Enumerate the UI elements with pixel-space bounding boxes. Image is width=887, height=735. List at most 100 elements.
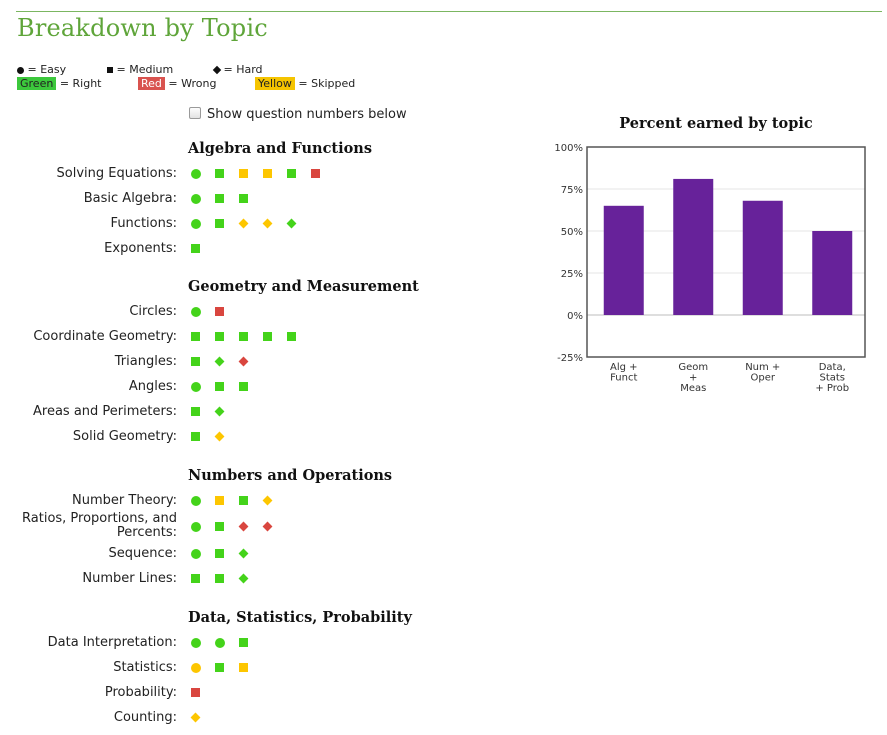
diamond-skipped-icon[interactable]: [214, 431, 226, 443]
diamond-skipped-icon[interactable]: [190, 712, 202, 724]
diamond-wrong-icon[interactable]: [238, 521, 250, 533]
square-right-icon[interactable]: [238, 331, 250, 343]
square-right-icon[interactable]: [190, 356, 202, 368]
square-skipped-icon[interactable]: [214, 495, 226, 507]
topic-label: Exponents:: [104, 241, 177, 256]
y-tick-label: 75%: [561, 185, 583, 196]
circle-right-icon[interactable]: [190, 381, 202, 393]
x-tick-label: Funct: [610, 373, 637, 384]
circle-right-icon[interactable]: [190, 218, 202, 230]
square-right-icon[interactable]: [286, 168, 298, 180]
square-right-icon[interactable]: [238, 495, 250, 507]
legend-skipped-label: = Skipped: [298, 77, 356, 90]
show-numbers-checkbox[interactable]: [189, 107, 201, 119]
circle-right-icon[interactable]: [190, 495, 202, 507]
diamond-right-icon[interactable]: [214, 406, 226, 418]
square-right-icon[interactable]: [238, 637, 250, 649]
legend-easy: = Easy: [17, 63, 66, 76]
legend-medium: = Medium: [107, 63, 173, 76]
square-right-icon[interactable]: [190, 431, 202, 443]
section-title: Data, Statistics, Probability: [188, 609, 412, 626]
square-right-icon[interactable]: [190, 331, 202, 343]
square-right-icon[interactable]: [214, 573, 226, 585]
square-right-icon[interactable]: [214, 193, 226, 205]
square-right-icon[interactable]: [190, 573, 202, 585]
legend-skipped: Yellow = Skipped: [255, 77, 355, 90]
topic-label: Triangles:: [114, 354, 177, 369]
legend-right-label: = Right: [59, 77, 102, 90]
topic-label: Sequence:: [108, 546, 177, 561]
diamond-skipped-icon[interactable]: [238, 218, 250, 230]
square-skipped-icon[interactable]: [238, 662, 250, 674]
square-right-icon[interactable]: [214, 662, 226, 674]
square-right-icon[interactable]: [190, 243, 202, 255]
bar: [673, 178, 714, 315]
circle-right-icon[interactable]: [190, 193, 202, 205]
topic-label: Basic Algebra:: [83, 191, 177, 206]
yellow-swatch: Yellow: [255, 77, 295, 90]
square-right-icon[interactable]: [214, 548, 226, 560]
diamond-skipped-icon[interactable]: [262, 495, 274, 507]
green-swatch: Green: [17, 77, 57, 90]
diamond-skipped-icon[interactable]: [262, 218, 274, 230]
y-tick-label: 50%: [561, 227, 583, 238]
circle-right-icon[interactable]: [190, 637, 202, 649]
diamond-wrong-icon[interactable]: [238, 356, 250, 368]
legend-easy-label: = Easy: [27, 63, 67, 76]
x-tick-label: +: [689, 373, 697, 384]
square-right-icon[interactable]: [286, 331, 298, 343]
bar: [603, 205, 644, 315]
x-tick-label: Alg +: [610, 362, 638, 373]
chart-title: Percent earned by topic: [619, 115, 813, 132]
square-skipped-icon[interactable]: [238, 168, 250, 180]
legend-wrong-label: = Wrong: [168, 77, 217, 90]
topic-label: Probability:: [104, 685, 177, 700]
legend-hard-label: = Hard: [223, 63, 263, 76]
bar: [812, 231, 853, 315]
plot-frame: [586, 146, 866, 358]
topic-label: Number Lines:: [82, 571, 177, 586]
diamond-icon: [212, 65, 222, 75]
square-wrong-icon[interactable]: [214, 306, 226, 318]
square-right-icon[interactable]: [214, 168, 226, 180]
circle-right-icon[interactable]: [190, 168, 202, 180]
diamond-right-icon[interactable]: [238, 573, 250, 585]
square-right-icon[interactable]: [214, 381, 226, 393]
topic-label: Coordinate Geometry:: [33, 329, 177, 344]
topic-label: Solid Geometry:: [72, 429, 177, 444]
title-rule: [16, 11, 882, 12]
square-skipped-icon[interactable]: [262, 168, 274, 180]
topic-label: Solving Equations:: [56, 166, 177, 181]
red-swatch: Red: [138, 77, 165, 90]
square-wrong-icon[interactable]: [310, 168, 322, 180]
diamond-right-icon[interactable]: [238, 548, 250, 560]
legend-hard: = Hard: [212, 63, 263, 76]
legend-medium-label: = Medium: [116, 63, 174, 76]
circle-right-icon[interactable]: [190, 306, 202, 318]
square-right-icon[interactable]: [190, 406, 202, 418]
topic-label: Statistics:: [113, 660, 177, 675]
square-right-icon[interactable]: [262, 331, 274, 343]
square-right-icon[interactable]: [238, 193, 250, 205]
x-tick-label: Num +: [745, 362, 780, 373]
circle-skipped-icon[interactable]: [190, 662, 202, 674]
legend-right: Green = Right: [17, 77, 102, 90]
show-question-numbers[interactable]: Show question numbers below: [189, 107, 407, 122]
circle-right-icon[interactable]: [214, 637, 226, 649]
show-numbers-label: Show question numbers below: [207, 107, 407, 122]
circle-right-icon[interactable]: [190, 521, 202, 533]
x-tick-label: Geom: [678, 362, 708, 373]
circle-right-icon[interactable]: [190, 548, 202, 560]
square-right-icon[interactable]: [214, 331, 226, 343]
topic-label: Counting:: [113, 710, 177, 725]
square-wrong-icon[interactable]: [190, 687, 202, 699]
square-right-icon[interactable]: [214, 521, 226, 533]
diamond-right-icon[interactable]: [286, 218, 298, 230]
diamond-right-icon[interactable]: [214, 356, 226, 368]
diamond-wrong-icon[interactable]: [262, 521, 274, 533]
y-tick-label: 100%: [554, 143, 583, 154]
square-right-icon[interactable]: [238, 381, 250, 393]
page-title: Breakdown by Topic: [17, 14, 268, 42]
circle-icon: [17, 66, 24, 74]
square-right-icon[interactable]: [214, 218, 226, 230]
